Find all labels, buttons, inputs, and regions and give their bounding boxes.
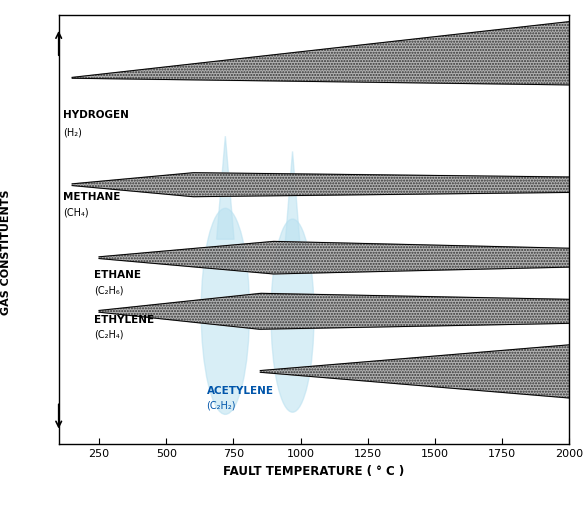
Text: (CH₄): (CH₄)	[63, 208, 89, 218]
Text: METHANE: METHANE	[63, 192, 120, 202]
Text: ETHANE: ETHANE	[94, 270, 141, 280]
Polygon shape	[72, 173, 569, 197]
Text: (H₂): (H₂)	[63, 127, 82, 137]
Text: HYDROGEN: HYDROGEN	[63, 110, 129, 120]
Ellipse shape	[201, 208, 249, 414]
X-axis label: FAULT TEMPERATURE ( ° C ): FAULT TEMPERATURE ( ° C )	[224, 465, 404, 478]
Text: ETHYLENE: ETHYLENE	[94, 315, 154, 325]
Text: (C₂H₆): (C₂H₆)	[94, 285, 123, 295]
Text: GAS CONSTITUENTS: GAS CONSTITUENTS	[1, 190, 11, 315]
Text: (C₂H₄): (C₂H₄)	[94, 330, 123, 340]
Polygon shape	[72, 22, 569, 85]
Polygon shape	[217, 136, 234, 239]
Text: (C₂H₂): (C₂H₂)	[207, 401, 236, 411]
Polygon shape	[260, 345, 569, 398]
Polygon shape	[99, 241, 569, 274]
Text: ACETYLENE: ACETYLENE	[207, 386, 274, 396]
Ellipse shape	[271, 219, 314, 412]
Polygon shape	[99, 293, 569, 329]
Polygon shape	[285, 152, 301, 248]
